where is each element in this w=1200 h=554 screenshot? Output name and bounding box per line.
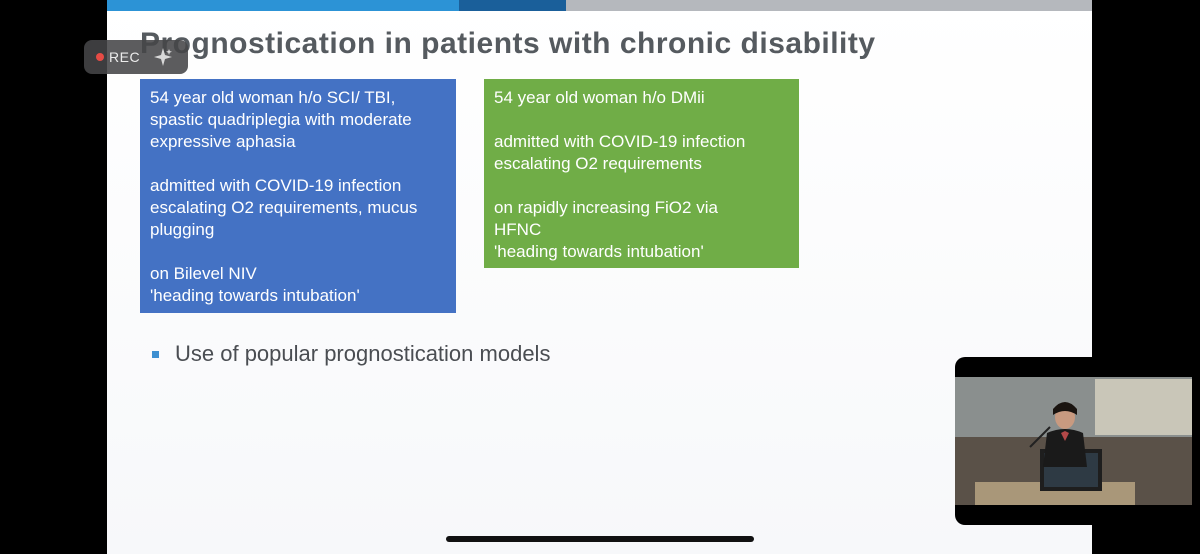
case-box-left: 54 year old woman h/o SCI/ TBI, spastic q… [140, 79, 456, 313]
slide-top-bar [107, 0, 1092, 11]
line-gap [150, 241, 446, 263]
line-gap [150, 153, 446, 175]
case-line: 54 year old woman h/o SCI/ TBI, [150, 88, 396, 107]
case-line: on rapidly increasing FiO2 via [494, 198, 718, 217]
line-gap [494, 175, 789, 197]
case-line: escalating O2 requirements, mucus [150, 198, 418, 217]
recording-dot-icon [96, 53, 104, 61]
top-bar-segment-dark-blue [459, 0, 566, 11]
case-line: admitted with COVID-19 infection [150, 176, 402, 195]
recording-label: REC [109, 49, 141, 65]
case-line: HFNC [494, 220, 542, 239]
speaker-video-thumbnail[interactable] [955, 357, 1192, 525]
slide-title: Prognostication in patients with chronic… [140, 27, 876, 60]
case-line: 'heading towards intubation' [494, 242, 704, 261]
case-line: spastic quadriplegia with moderate [150, 110, 412, 129]
case-line: plugging [150, 220, 215, 239]
case-line: escalating O2 requirements [494, 154, 702, 173]
case-line: on Bilevel NIV [150, 264, 257, 283]
sparkle-icon[interactable] [153, 47, 173, 67]
case-box-right: 54 year old woman h/o DMii admitted with … [484, 79, 799, 268]
speaker-video-icon [955, 377, 1192, 505]
line-gap [494, 109, 789, 131]
home-indicator-bar[interactable] [446, 536, 754, 542]
bullet-square-icon [152, 350, 159, 358]
recording-indicator[interactable]: REC [84, 40, 188, 74]
case-line: 'heading towards intubation' [150, 286, 360, 305]
presentation-slide: Prognostication in patients with chronic… [107, 0, 1092, 554]
top-bar-segment-gray [566, 0, 1092, 11]
case-line: admitted with COVID-19 infection [494, 132, 746, 151]
case-line: 54 year old woman h/o DMii [494, 88, 705, 107]
top-bar-segment-light-blue [107, 0, 459, 11]
case-line: expressive aphasia [150, 132, 296, 151]
bullet-text: Use of popular prognostication models [175, 341, 551, 366]
bullet-item: Use of popular prognostication models [152, 341, 550, 367]
